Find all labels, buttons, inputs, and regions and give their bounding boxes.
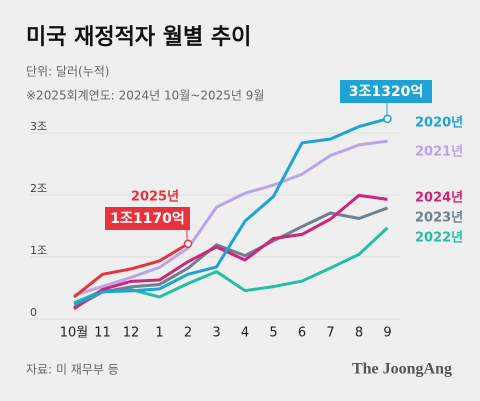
series-line [73, 139, 388, 297]
x-tick-label: 10월 [60, 326, 89, 341]
annotation-box [340, 80, 432, 103]
series-label: 2025년 [131, 190, 179, 205]
note: ※2025회계연도: 2024년 10월~2025년 9월 [26, 89, 264, 103]
series-line [73, 193, 388, 311]
subtitle: 단위: 달러(누적) [26, 65, 109, 79]
series-label: 2023년 [415, 211, 463, 226]
annotation: 3조1320억 [349, 84, 423, 100]
x-tick-label: 5 [269, 326, 277, 341]
end-point [183, 239, 193, 248]
x-tick-label: 6 [298, 326, 306, 341]
series-label: 2021년 [415, 145, 463, 160]
source: 자료: 미 재무부 등 [26, 363, 119, 377]
chart-title: 미국 재정적자 월별 추이 [26, 25, 251, 50]
y-tick-label: 2조 [30, 182, 47, 195]
x-tick-label: 8 [355, 326, 363, 341]
y-tick-label: 1조 [30, 244, 47, 257]
series-label: 2024년 [415, 191, 463, 206]
y-tick-label: 0 [30, 306, 37, 319]
brand: The JoongAng [352, 361, 452, 378]
end-point [383, 114, 392, 124]
x-tick-label: 3 [212, 326, 220, 341]
annotation-box [105, 207, 190, 230]
x-tick-label: 4 [241, 326, 249, 341]
x-tick-label: 12 [123, 326, 140, 341]
x-tick-label: 9 [383, 326, 391, 341]
series-label: 2020년 [415, 116, 463, 131]
x-tick-label: 2 [184, 326, 192, 341]
x-tick-label: 11 [94, 326, 111, 341]
annotation: 1조1170억 [110, 211, 184, 227]
y-tick-label: 3조 [30, 120, 47, 133]
series-line [73, 242, 189, 299]
x-tick-label: 7 [326, 326, 334, 341]
series-label: 2022년 [415, 231, 463, 246]
x-tick-label: 1 [155, 326, 163, 341]
series-line [73, 117, 388, 307]
